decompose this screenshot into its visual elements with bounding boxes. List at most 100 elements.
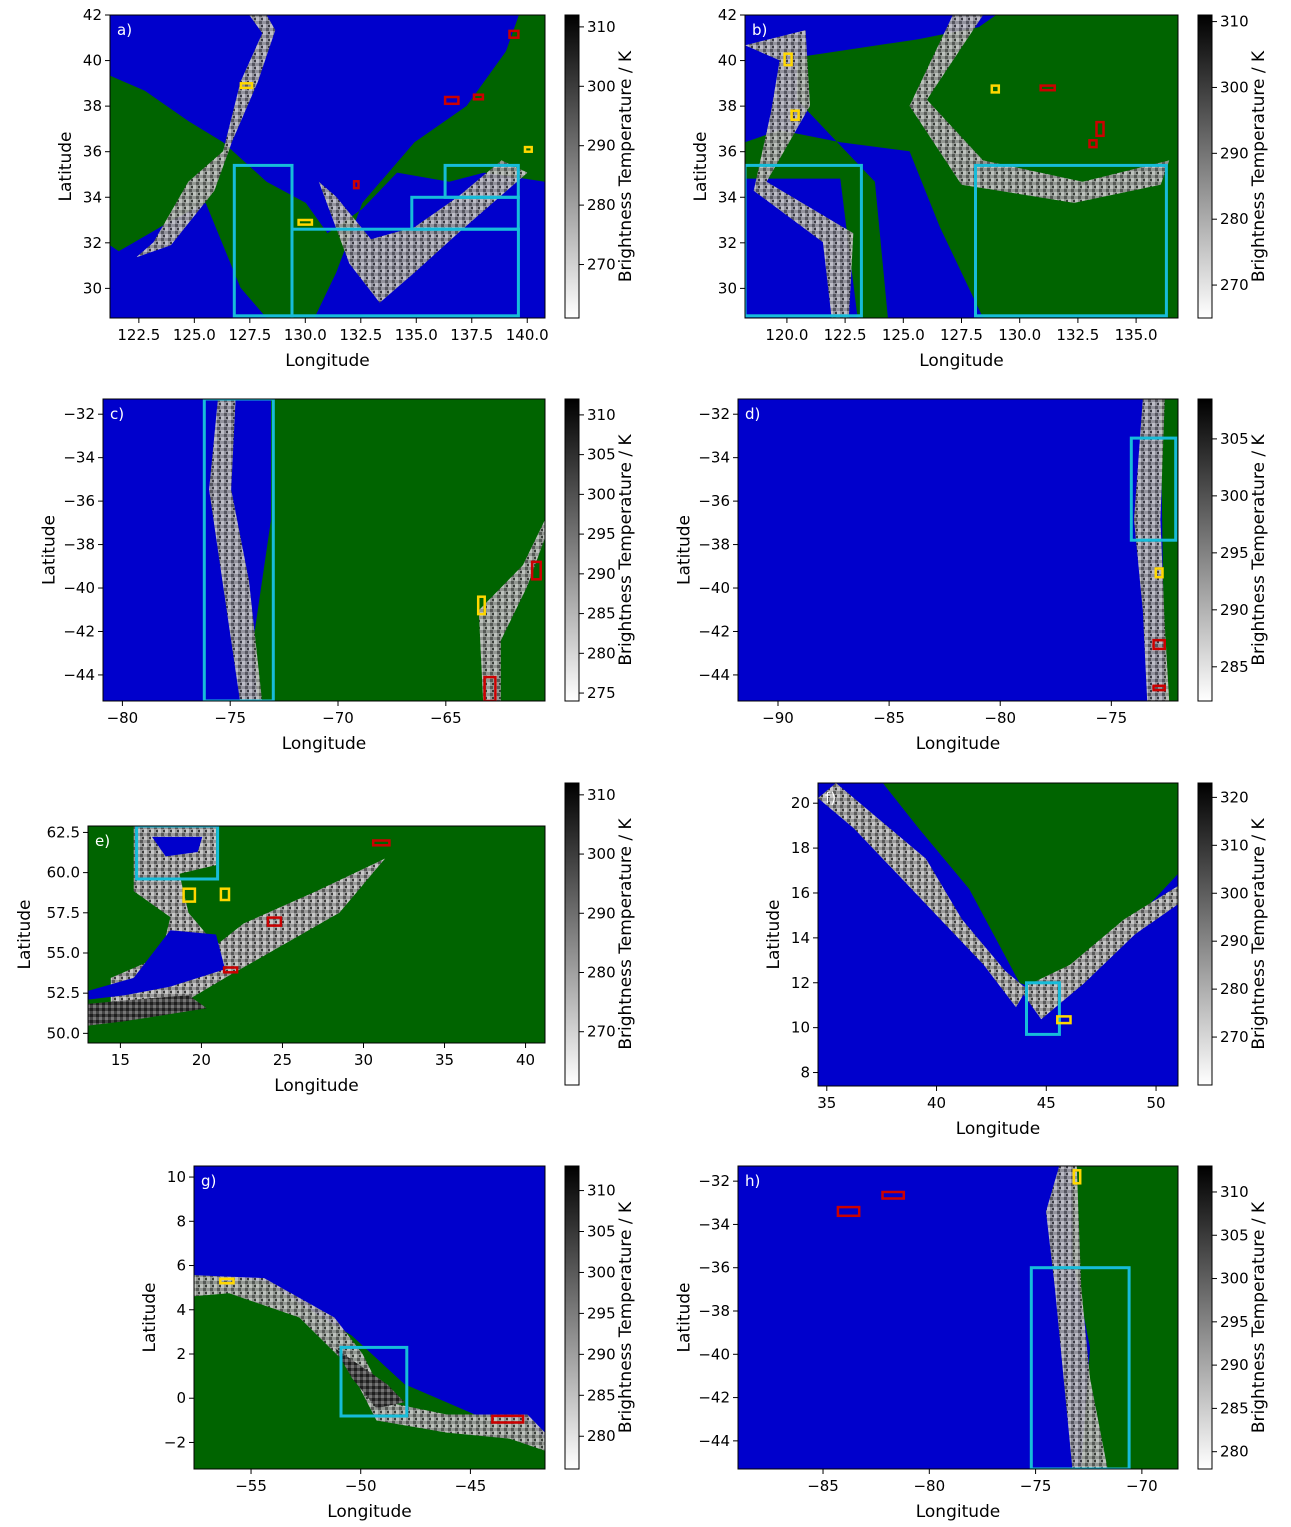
yellow-box-5 bbox=[297, 218, 314, 226]
y-tick-label: 14 bbox=[791, 929, 810, 947]
yellow-box-3 bbox=[790, 109, 800, 122]
colorbar-tick-label: 310 bbox=[587, 786, 616, 804]
axes-frame bbox=[737, 1165, 1179, 1470]
panel-g: g) −55 −50 −45 −2 0 2 4 6 8 10 Longitude Latitude 280… bbox=[140, 1165, 636, 1522]
y-tick-label: 0 bbox=[176, 1389, 186, 1407]
colorbar-tick-label: 280 bbox=[587, 963, 616, 981]
colorbar-tick-label: 295 bbox=[1220, 1313, 1249, 1331]
y-tick-label: −36 bbox=[63, 492, 95, 510]
y-tick-label: −32 bbox=[698, 405, 730, 423]
yellow-box-1 bbox=[219, 1277, 235, 1285]
x-tick-label: −45 bbox=[455, 1477, 487, 1495]
colorbar bbox=[564, 782, 580, 1086]
colorbar bbox=[1197, 398, 1213, 702]
brightness-swath bbox=[194, 1275, 545, 1451]
brightness-swath bbox=[334, 1347, 405, 1409]
colorbar-tick-label: 295 bbox=[587, 1304, 616, 1322]
panel-h: h) −85 −80 −75 −70 −44 −42 −40 −38 −36 −34 −32 Longi… bbox=[675, 1165, 1269, 1522]
panel-a: a) 122.5 125.0 127.5 130.0 132.5 135.0 137.5 140… bbox=[56, 6, 636, 371]
x-tick-label: −70 bbox=[1126, 1477, 1158, 1495]
x-tick-label: −55 bbox=[235, 1477, 267, 1495]
cyan-box-0 bbox=[745, 163, 863, 318]
colorbar-tick-label: 310 bbox=[587, 18, 616, 36]
yellow-box-2 bbox=[219, 887, 231, 902]
cyan-box-1 bbox=[290, 227, 520, 318]
y-axis-label: Latitude bbox=[691, 132, 711, 202]
y-tick-label: 36 bbox=[718, 143, 737, 161]
y-tick-label: 57.5 bbox=[47, 904, 80, 922]
colorbar-tick-label: 290 bbox=[1220, 1356, 1249, 1374]
red-box-6 bbox=[1095, 120, 1105, 138]
x-tick-label: −80 bbox=[984, 709, 1016, 727]
colorbar-tick-label: 275 bbox=[587, 684, 616, 702]
yellow-box-1 bbox=[1072, 1169, 1082, 1185]
colorbar-tick-label: 295 bbox=[587, 525, 616, 543]
colorbar-tick-label: 290 bbox=[587, 904, 616, 922]
colorbar-tick-label: 290 bbox=[587, 565, 616, 583]
map-layer bbox=[1129, 399, 1178, 701]
water-area bbox=[152, 836, 203, 857]
y-tick-label: −32 bbox=[698, 1172, 730, 1190]
y-tick-label: 50.0 bbox=[47, 1024, 80, 1042]
red-box-10 bbox=[508, 29, 520, 39]
map-layer bbox=[88, 826, 545, 1043]
panel-label: d) bbox=[745, 405, 760, 423]
yellow-box-1 bbox=[182, 887, 197, 903]
map-layer bbox=[836, 1166, 1178, 1469]
colorbar-tick-label: 310 bbox=[587, 406, 616, 424]
y-tick-label: −36 bbox=[698, 492, 730, 510]
map-layer bbox=[110, 15, 545, 318]
brightness-swath bbox=[478, 519, 545, 701]
red-box-2 bbox=[491, 1414, 525, 1424]
y-tick-label: −42 bbox=[698, 1389, 730, 1407]
y-tick-label: 36 bbox=[83, 143, 102, 161]
colorbar-tick-label: 290 bbox=[1220, 144, 1249, 162]
y-tick-label: 38 bbox=[83, 97, 102, 115]
colorbar-tick-label: 300 bbox=[587, 845, 616, 863]
yellow-box-4 bbox=[990, 84, 1001, 94]
x-axis-label: Longitude bbox=[285, 351, 370, 371]
colorbar-tick-label: 280 bbox=[587, 644, 616, 662]
cyan-box-1 bbox=[974, 163, 1168, 318]
cyan-box-3 bbox=[443, 163, 520, 199]
axes-frame bbox=[193, 1165, 546, 1470]
red-box-4 bbox=[222, 966, 239, 974]
axes-frame bbox=[737, 398, 1179, 702]
panel-e: e) 15 20 25 30 35 40 50.0 52.5 55.0 57.5 60.0 62.5 Lo… bbox=[15, 782, 636, 1096]
y-tick-label: −34 bbox=[698, 449, 730, 467]
y-tick-label: 18 bbox=[791, 839, 810, 857]
colorbar-tick-label: 285 bbox=[587, 605, 616, 623]
y-axis-label: Latitude bbox=[675, 515, 695, 585]
y-tick-label: 62.5 bbox=[47, 823, 80, 841]
y-tick-label: −44 bbox=[63, 666, 95, 684]
y-tick-label: 8 bbox=[176, 1212, 186, 1230]
colorbar-tick-label: 300 bbox=[587, 1263, 616, 1281]
x-tick-label: 140.0 bbox=[506, 326, 549, 344]
colorbar-tick-label: 280 bbox=[587, 196, 616, 214]
y-tick-label: −42 bbox=[698, 622, 730, 640]
y-tick-label: 55.0 bbox=[47, 944, 80, 962]
x-tick-label: 132.5 bbox=[1056, 326, 1099, 344]
x-axis-label: Longitude bbox=[274, 1076, 359, 1096]
colorbar-tick-label: 300 bbox=[587, 77, 616, 95]
colorbar-tick-label: 300 bbox=[1220, 487, 1249, 505]
axes-frame bbox=[109, 14, 546, 319]
y-tick-label: −40 bbox=[63, 579, 95, 597]
x-tick-label: −80 bbox=[107, 709, 139, 727]
colorbar-tick-label: 280 bbox=[587, 1427, 616, 1445]
colorbar-tick-label: 300 bbox=[587, 485, 616, 503]
panel-label: c) bbox=[110, 405, 124, 423]
x-axis-label: Longitude bbox=[919, 351, 1004, 371]
ocean-area bbox=[738, 399, 1178, 701]
red-box-8 bbox=[443, 95, 460, 106]
panel-label: b) bbox=[752, 21, 767, 39]
x-tick-label: −50 bbox=[345, 1477, 377, 1495]
yellow-box-2 bbox=[783, 52, 793, 67]
colorbar-tick-label: 285 bbox=[587, 1386, 616, 1404]
colorbar bbox=[564, 14, 580, 319]
red-box-3 bbox=[1152, 684, 1166, 692]
brightness-swath bbox=[818, 783, 1027, 1008]
red-box-3 bbox=[266, 916, 283, 927]
cyan-box-0 bbox=[1025, 981, 1061, 1036]
y-tick-label: 40 bbox=[83, 52, 102, 70]
